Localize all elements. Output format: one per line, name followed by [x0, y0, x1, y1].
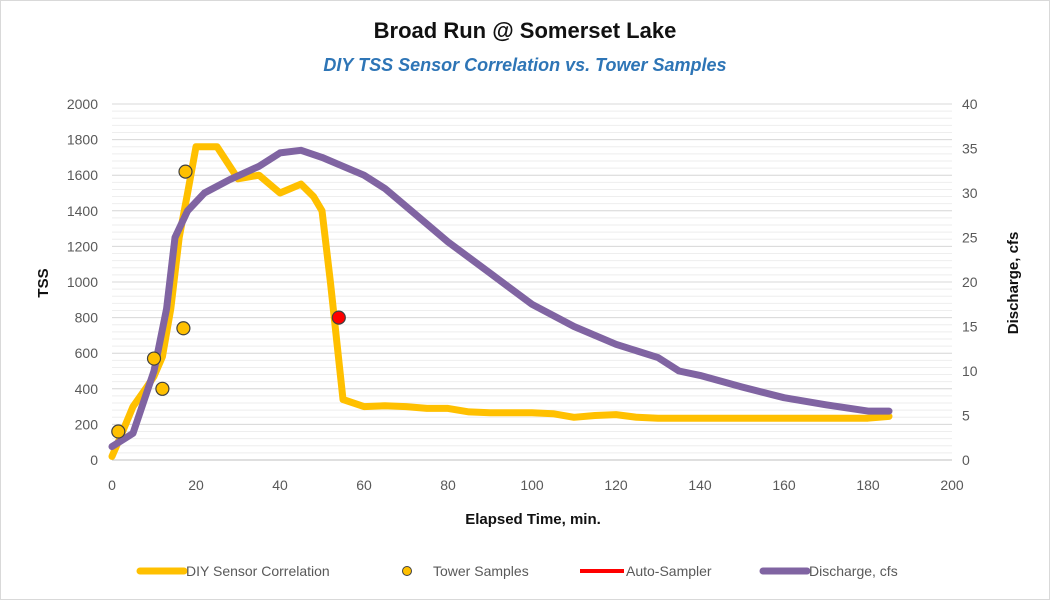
data-point-tower-samples — [176, 321, 191, 336]
x-tick-label: 20 — [188, 477, 204, 493]
y-tick-label: 1800 — [67, 132, 98, 148]
y2-tick-label: 25 — [962, 230, 978, 246]
y-tick-label: 1400 — [67, 203, 98, 219]
x-tick-label: 60 — [356, 477, 372, 493]
y2-tick-label: 5 — [962, 408, 970, 424]
legend-label-diy-sensor-correlation: DIY Sensor Correlation — [186, 563, 330, 579]
x-tick-label: 40 — [272, 477, 288, 493]
x-tick-label: 140 — [688, 477, 712, 493]
legend-label-auto-sampler: Auto-Sampler — [626, 563, 712, 579]
x-tick-label: 160 — [772, 477, 796, 493]
data-point-tower-samples — [111, 424, 126, 439]
y-tick-label: 1200 — [67, 238, 98, 254]
data-point-auto-sampler — [331, 310, 346, 325]
data-point-tower-samples — [146, 351, 162, 366]
axis-layer: 0 20 40 60 80 100 120 140 160 180 2000200400600800… — [67, 96, 978, 493]
y2-tick-label: 10 — [962, 363, 978, 379]
x-tick-label: 100 — [520, 477, 544, 493]
chart-title: Broad Run @ Somerset Lake — [373, 18, 677, 43]
y-tick-label: 800 — [75, 310, 99, 326]
chart-subtitle: DIY TSS Sensor Correlation vs. Tower Sam… — [323, 55, 727, 75]
legend-swatch-tower-samples — [402, 566, 412, 576]
y2-tick-label: 35 — [962, 141, 978, 157]
x-axis-title: Elapsed Time, min. — [465, 511, 601, 528]
y-axis-title: TSS — [35, 268, 52, 297]
x-tick-label: 80 — [440, 477, 456, 493]
y-tick-label: 400 — [75, 381, 99, 397]
series-line-diy-sensor-correlation — [108, 143, 893, 460]
y2-tick-label: 20 — [962, 274, 978, 290]
y-tick-label: 2000 — [67, 96, 98, 112]
x-tick-label: 200 — [940, 477, 964, 493]
y-tick-label: 200 — [75, 416, 99, 432]
y2-axis-title: Discharge, cfs — [1005, 232, 1022, 335]
data-point-tower-samples — [178, 164, 193, 179]
series-line-discharge-cfs — [108, 146, 893, 451]
y-tick-label: 1600 — [67, 167, 98, 183]
y2-tick-label: 15 — [962, 319, 978, 335]
x-tick-label: 180 — [856, 477, 880, 493]
x-tick-label: 120 — [604, 477, 628, 493]
x-tick-label: 0 — [108, 477, 116, 493]
legend-label-discharge-cfs: Discharge, cfs — [809, 563, 898, 579]
legend: DIY Sensor Correlation Tower Samples Auto-… — [136, 563, 898, 579]
y2-tick-label: 30 — [962, 185, 978, 201]
series-layer — [108, 143, 893, 460]
y2-tick-label: 0 — [962, 452, 970, 468]
y-tick-label: 0 — [90, 452, 98, 468]
y2-tick-label: 40 — [962, 96, 978, 112]
legend-label-tower-samples: Tower Samples — [433, 563, 529, 579]
data-point-tower-samples — [155, 381, 170, 396]
y-tick-label: 1000 — [67, 274, 98, 290]
y-tick-label: 600 — [75, 345, 99, 361]
